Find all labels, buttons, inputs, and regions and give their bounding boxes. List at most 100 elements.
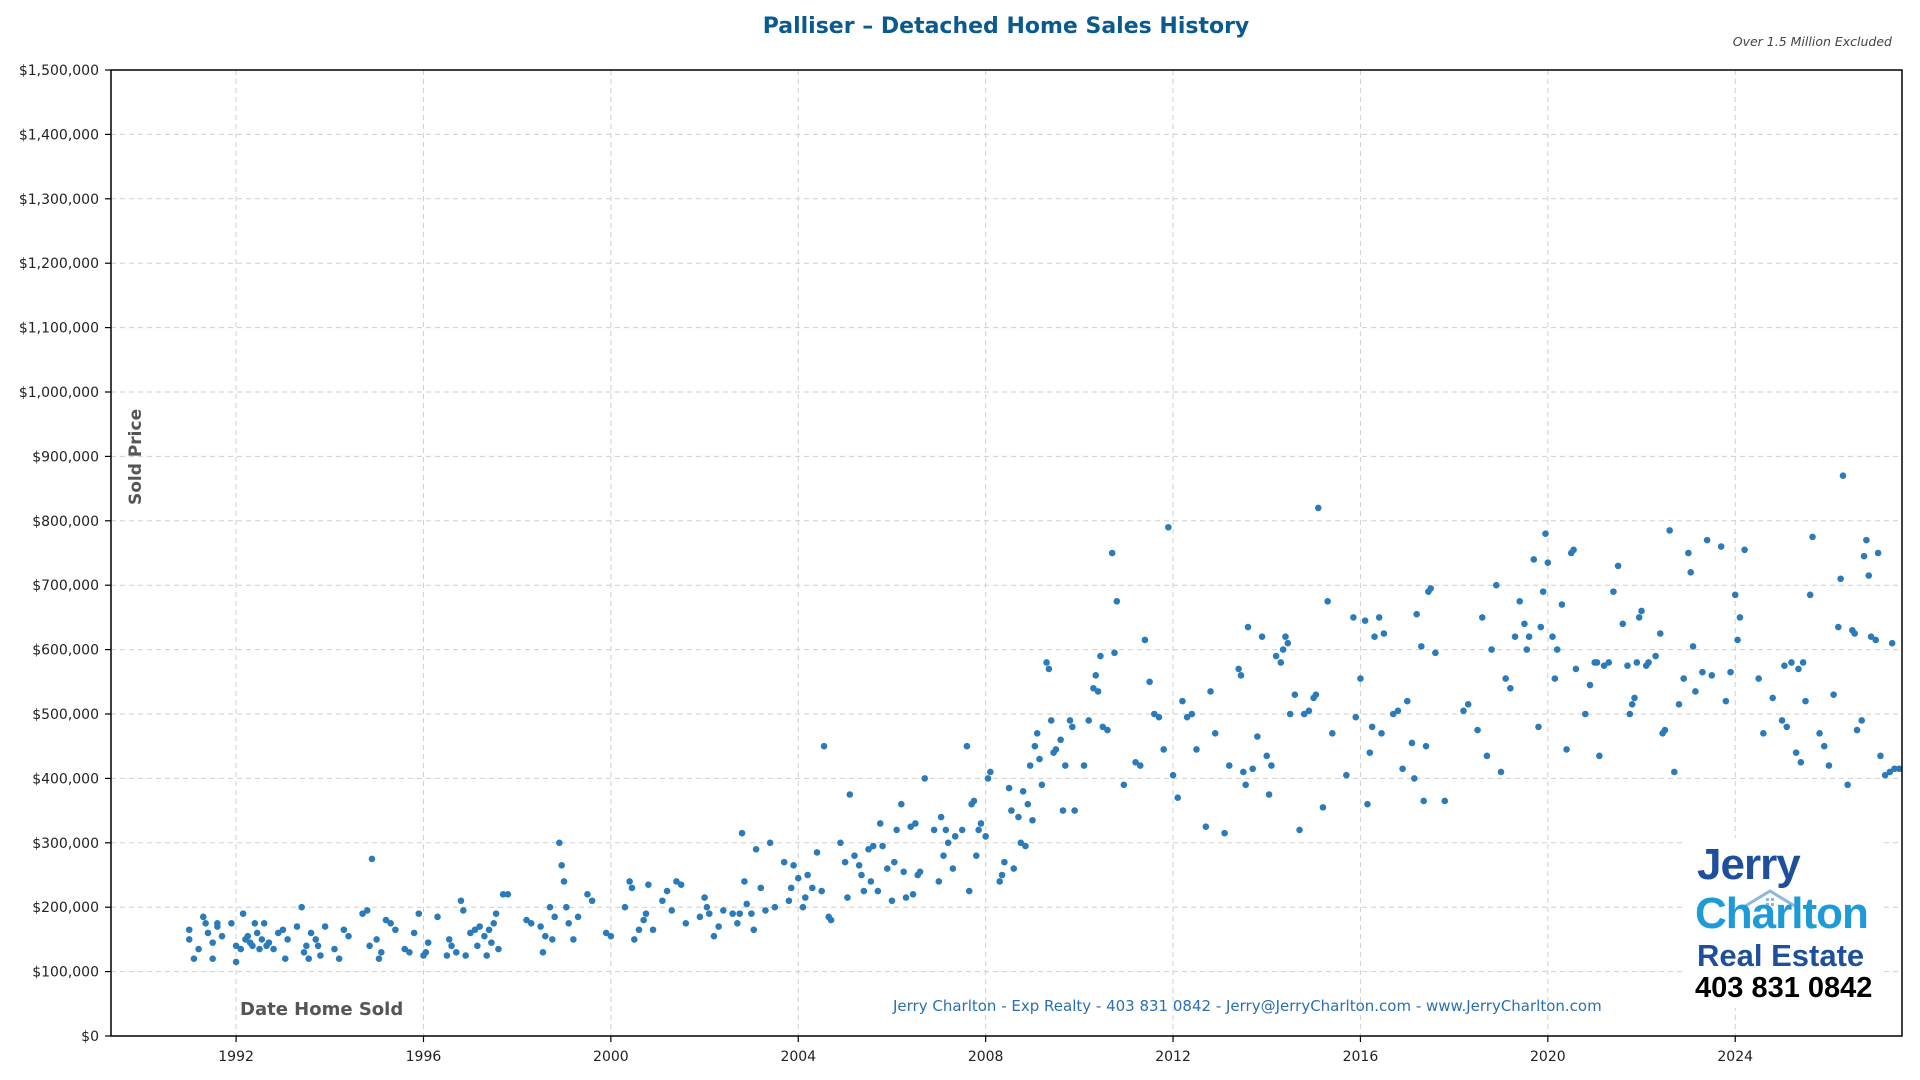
data-point <box>237 945 245 953</box>
data-point <box>452 948 460 956</box>
data-point <box>422 948 430 956</box>
data-point <box>195 945 202 953</box>
data-point <box>710 932 718 940</box>
data-point <box>799 903 807 911</box>
data-point <box>563 903 570 911</box>
data-point <box>1572 665 1580 673</box>
data-point <box>335 955 343 963</box>
data-point <box>642 910 650 917</box>
data-point <box>1886 768 1894 776</box>
data-point <box>298 903 305 911</box>
data-point <box>1319 804 1327 811</box>
data-point <box>1221 829 1228 837</box>
data-point <box>1026 762 1034 769</box>
data-point <box>1614 562 1622 570</box>
data-point <box>495 945 502 953</box>
data-point <box>607 932 615 940</box>
data-point <box>1687 569 1695 576</box>
data-point <box>345 932 352 940</box>
data-point <box>1755 675 1762 682</box>
data-point <box>1872 636 1880 644</box>
data-point <box>1029 816 1036 824</box>
data-point <box>1851 630 1858 637</box>
data-point <box>1736 614 1744 621</box>
x-axis-ticks: 1992 1996 2000 2004 2008 2012 2016 2020 2024 <box>218 1036 1753 1065</box>
data-point <box>459 907 467 914</box>
data-point <box>406 948 413 956</box>
data-point <box>523 916 530 924</box>
data-point <box>1671 768 1678 776</box>
data-point <box>1094 688 1102 695</box>
data-point <box>949 865 957 872</box>
data-point <box>560 878 568 885</box>
data-point <box>279 926 287 934</box>
data-point <box>1188 710 1196 718</box>
data-point <box>1797 759 1805 766</box>
data-point <box>462 952 469 959</box>
data-point <box>1268 762 1275 769</box>
data-point <box>963 742 971 750</box>
data-point <box>1329 730 1336 737</box>
data-point <box>1394 707 1402 715</box>
data-point <box>1024 800 1032 808</box>
data-point <box>1853 726 1861 734</box>
data-point <box>1516 598 1524 605</box>
data-point <box>1802 697 1809 705</box>
data-point <box>218 932 226 940</box>
data-point <box>837 839 844 847</box>
data-point <box>1108 549 1116 557</box>
data-point <box>1272 652 1280 660</box>
data-point <box>888 897 896 905</box>
data-point <box>1638 607 1645 615</box>
data-point <box>1792 749 1800 756</box>
data-point <box>185 936 193 943</box>
data-point <box>902 894 910 901</box>
data-point <box>630 936 638 943</box>
data-point <box>1820 742 1828 750</box>
data-point <box>705 910 713 917</box>
data-point <box>942 826 950 834</box>
data-point <box>794 874 802 882</box>
data-point <box>1422 742 1430 750</box>
data-point <box>1265 791 1273 798</box>
data-point <box>1357 675 1364 682</box>
data-point <box>1375 614 1383 621</box>
data-point <box>1783 723 1791 731</box>
x-tick-label: 2024 <box>1717 1049 1753 1065</box>
data-point <box>1689 643 1697 650</box>
data-point <box>270 945 277 953</box>
data-point <box>1059 807 1067 814</box>
data-point <box>1066 717 1074 724</box>
data-point <box>490 920 498 927</box>
data-point <box>1806 591 1814 599</box>
data-point <box>851 852 858 859</box>
data-point <box>1183 713 1191 721</box>
data-point <box>312 936 320 943</box>
data-point <box>1680 675 1687 682</box>
y-tick-label: $500,000 <box>32 707 99 723</box>
data-point <box>977 820 985 827</box>
logo-line-2: Charlton <box>1695 889 1869 938</box>
data-point <box>1254 733 1261 740</box>
data-point <box>893 826 900 834</box>
data-point <box>1699 668 1706 676</box>
data-point <box>284 936 291 943</box>
data-point <box>1366 749 1374 756</box>
data-point <box>937 813 945 821</box>
y-axis-ticks: $0 $100,000 $200,000 $300,000 $400,000 $500,0… <box>19 63 111 1045</box>
data-point <box>1502 675 1509 682</box>
data-point <box>434 913 441 921</box>
data-point <box>1300 710 1308 718</box>
data-point <box>1521 620 1528 628</box>
data-point <box>1544 559 1552 566</box>
y-tick-label: $1,100,000 <box>19 321 99 337</box>
data-point <box>209 939 216 946</box>
data-point <box>485 926 493 934</box>
data-point <box>375 955 383 963</box>
data-point <box>1891 765 1898 773</box>
data-point <box>293 923 301 930</box>
y-tick-label: $100,000 <box>32 965 99 981</box>
data-point <box>813 849 821 856</box>
data-point <box>1734 636 1741 644</box>
data-point <box>1418 643 1425 650</box>
